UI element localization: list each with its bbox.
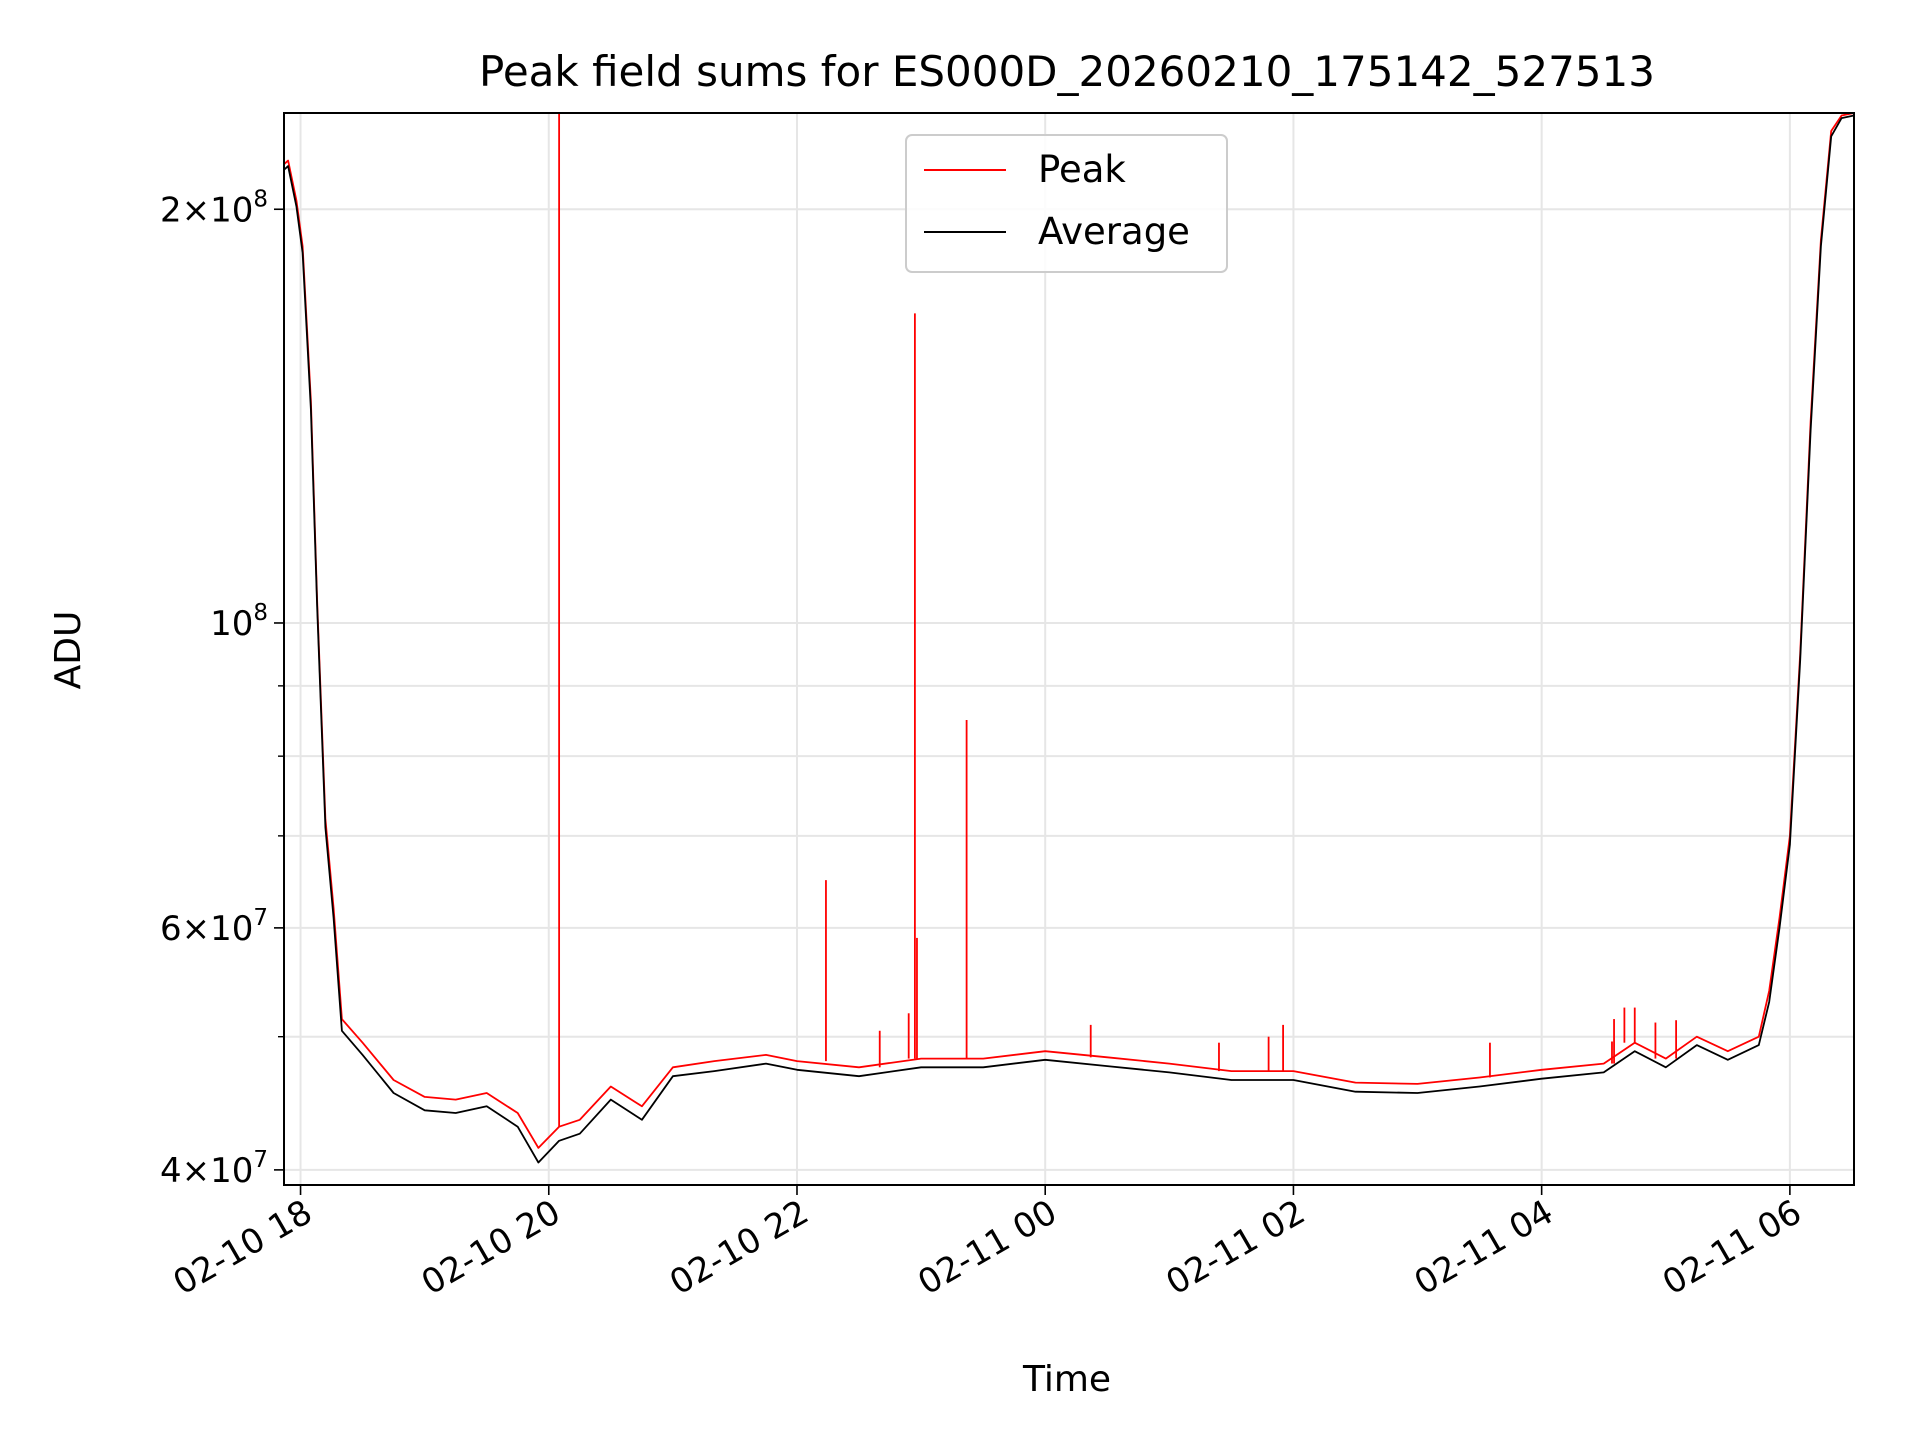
y-axis-label: ADU	[48, 611, 89, 690]
chart-title: Peak field sums for ES000D_20260210_1751…	[479, 47, 1655, 96]
x-axis-label: Time	[1022, 1359, 1111, 1400]
legend-label-peak: Peak	[1038, 148, 1126, 191]
series-layer	[284, 113, 1854, 1164]
plot-frame	[283, 112, 1855, 1186]
legend: Peak Average	[905, 134, 1228, 273]
series-line-peak	[284, 113, 1854, 1149]
y-axis: 4×107 6×107 108 2×108	[160, 186, 284, 1191]
series-line-average	[284, 114, 1854, 1164]
y-tick-label: 2×108	[160, 186, 268, 230]
y-tick-label: 4×107	[160, 1147, 268, 1191]
y-tick-label: 108	[210, 600, 268, 644]
plot-area	[284, 113, 1854, 1164]
legend-label-average: Average	[1038, 210, 1190, 253]
y-tick-label: 6×107	[160, 905, 268, 949]
